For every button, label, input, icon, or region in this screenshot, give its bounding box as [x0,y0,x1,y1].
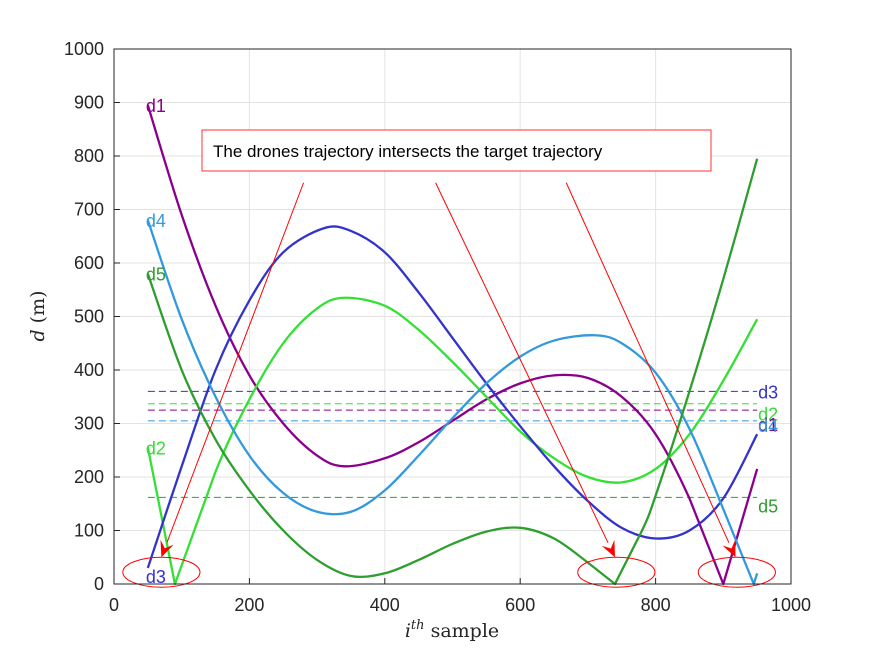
end-label-d4: d4 [758,416,778,436]
x-tick-label: 1000 [771,595,811,615]
annotation-ellipse [577,556,656,588]
x-axis-label: ith sample [405,618,499,642]
x-tick-label: 800 [641,595,671,615]
end-label-d5: d5 [758,496,778,516]
y-tick-label: 600 [74,253,104,273]
tick-labels: 0 200 400 600 800 1000 0 100 200 300 400 500 600 700 8… [64,39,811,615]
annotation-ellipse [122,556,201,588]
annotation-arrow-head [601,539,615,558]
x-tick-label: 200 [234,595,264,615]
start-label-d5: d5 [146,265,166,285]
x-tick-label: 600 [505,595,535,615]
end-label-d1: d1 [758,415,778,435]
y-tick-label: 300 [74,414,104,434]
annotation-text: The drones trajectory intersects the tar… [213,142,603,161]
start-label-d2: d2 [146,439,166,459]
y-tick-label: 1000 [64,39,104,59]
end-label-d3: d3 [758,382,778,402]
start-label-d3: d3 [146,567,166,587]
annotation-arrow-line [565,182,730,543]
y-tick-label: 100 [74,521,104,541]
y-tick-label: 500 [74,307,104,327]
x-tick-label: 400 [370,595,400,615]
start-label-d4: d4 [146,211,166,231]
annotation-ellipse [697,556,776,588]
y-tick-label: 800 [74,146,104,166]
series-line-d3 [146,225,759,569]
series-line-d2 [146,296,759,586]
x-tick-label: 0 [109,595,119,615]
end-label-d2: d2 [758,405,778,425]
y-axis-label: d (m) [27,290,49,341]
y-tick-label: 0 [94,574,104,594]
y-tick-label: 200 [74,467,104,487]
y-tick-label: 900 [74,93,104,113]
series-line-d5 [146,158,759,586]
y-tick-label: 400 [74,360,104,380]
annotations [122,182,776,588]
series-line-d4 [146,219,759,586]
annotation-box [201,129,712,172]
y-tick-label: 700 [74,200,104,220]
annotation-arrow-head [160,539,174,558]
annotation-arrow-line [435,182,609,544]
start-label-d1: d1 [146,96,166,116]
annotation-arrow-head [722,539,736,558]
annotation-arrow-line [166,182,305,543]
